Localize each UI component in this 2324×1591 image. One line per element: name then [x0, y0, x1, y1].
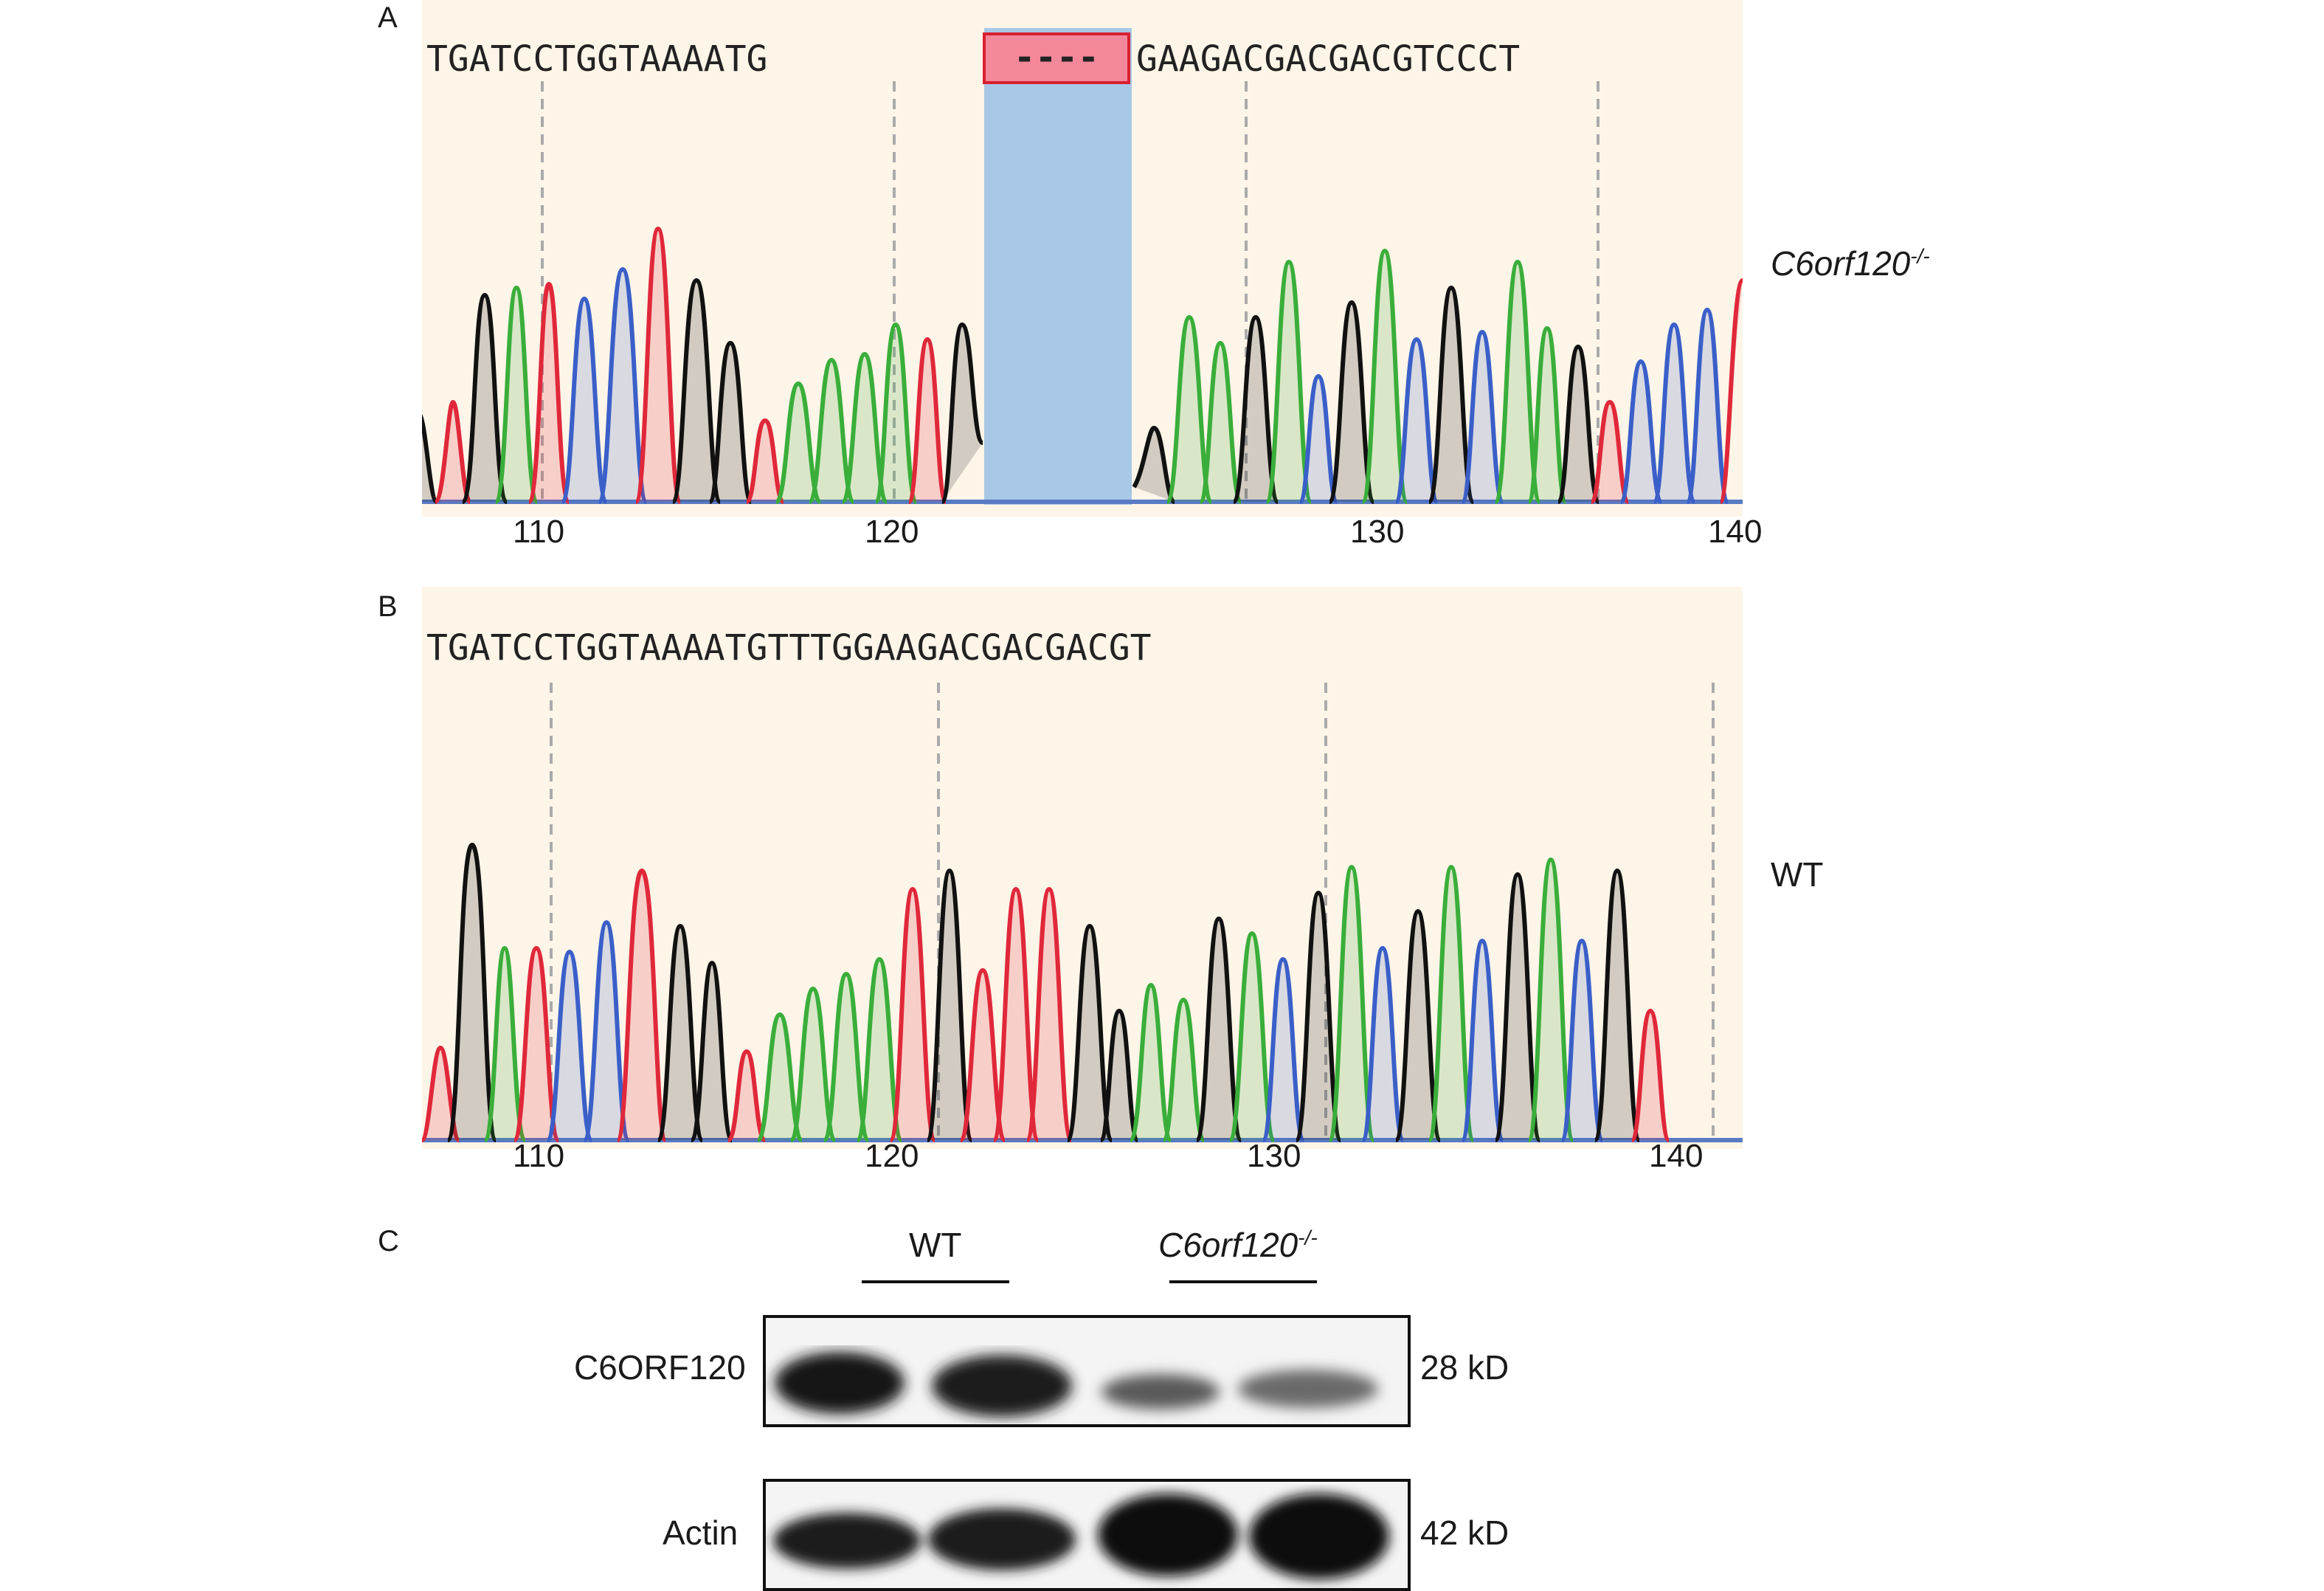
blot-group-ko-sup: -/-: [1298, 1226, 1318, 1249]
panel-a-sequence-after: GAAGACGACGACGTCCCT: [1136, 38, 1521, 80]
panel-b-sequence: TGATCCTGGTAAAATGTTTGGAAGACGACGACGT: [426, 627, 1152, 669]
panel-a-sequence-before: TGATCCTGGTAAAATG: [426, 38, 768, 80]
blot-row2-size: 42 kD: [1420, 1514, 1509, 1552]
panel-a-genotype-sup: -/-: [1910, 244, 1930, 268]
blot-group-wt-label: WT: [909, 1226, 962, 1264]
blot-group-ko-gene: C6orf120: [1158, 1226, 1298, 1264]
panel-a-tick-130: 130: [1350, 514, 1405, 550]
blot-row2-bands: [773, 1494, 1389, 1579]
panel-b-tick-140: 140: [1649, 1138, 1704, 1174]
panel-b-trace-area: [422, 587, 1743, 1149]
blot-group-ko-underline: [1169, 1280, 1317, 1283]
panel-b-sample-label: WT: [1771, 855, 1824, 894]
panel-b-chromatogram: [422, 683, 1743, 1142]
deletion-highlight: [984, 28, 1132, 505]
panel-a-letter: A: [378, 1, 398, 34]
panel-a-sample-label: C6orf120-/-: [1771, 244, 1930, 283]
panel-a-gene-name: C6orf120: [1771, 244, 1911, 283]
blot-group-wt-underline: [862, 1280, 1009, 1283]
blot-row2-membrane: [763, 1479, 1411, 1591]
panel-a-chromatogram: [422, 28, 1743, 505]
blot-row1-membrane: [763, 1315, 1411, 1427]
deletion-gap-dashes: ----: [1014, 37, 1099, 78]
panel-c-letter: C: [378, 1225, 399, 1257]
blot-row1-bands: [775, 1352, 1378, 1417]
panel-a-tick-110: 110: [513, 514, 565, 550]
panel-a-tick-140: 140: [1708, 514, 1763, 550]
panel-b-tick-110: 110: [513, 1138, 565, 1174]
panel-b-letter: B: [378, 590, 398, 623]
blot-group-ko-label: C6orf120-/-: [1158, 1225, 1318, 1265]
panel-b-tick-120: 120: [865, 1138, 919, 1174]
panel-a-tick-120: 120: [865, 514, 919, 550]
blot-row1-size: 28 kD: [1420, 1348, 1509, 1387]
panel-a-trace-area: [422, 0, 1743, 517]
panel-b-tick-130: 130: [1247, 1138, 1301, 1174]
blot-row1-label: C6ORF120: [574, 1348, 746, 1387]
deletion-gap-box: ----: [983, 32, 1130, 84]
blot-row2-label: Actin: [663, 1514, 739, 1552]
